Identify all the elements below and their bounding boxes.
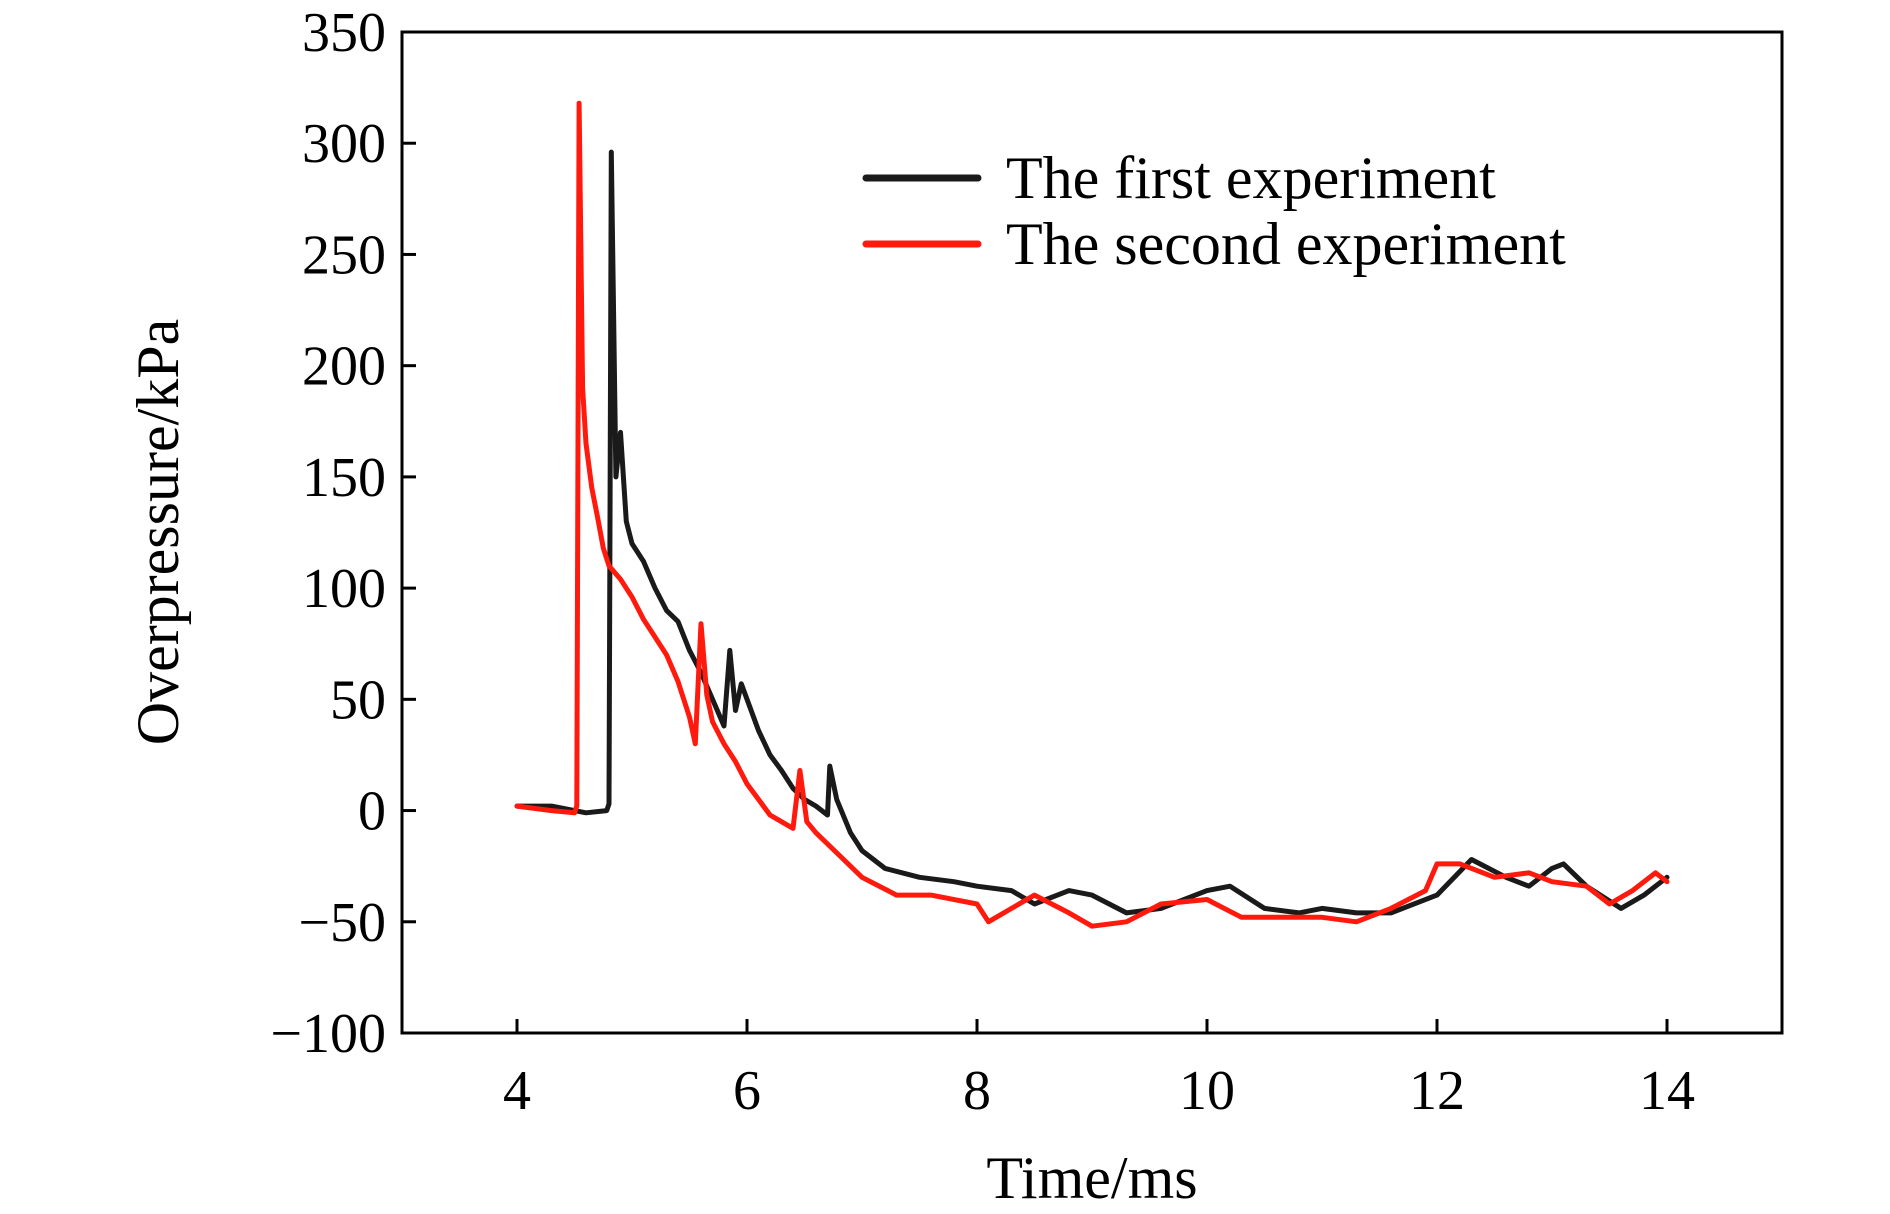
- x-axis-ticks: 4 6 8 10 12 14: [503, 1019, 1695, 1122]
- series-line-second-experiment: [514, 100, 1670, 929]
- y-axis-label: Overpressure/kPa: [125, 319, 191, 746]
- x-tick-label: 6: [733, 1060, 761, 1122]
- y-tick-label: −50: [298, 892, 386, 954]
- legend-label: The first experiment: [1006, 145, 1496, 211]
- y-tick-label: 150: [302, 447, 386, 509]
- y-tick-label: 0: [358, 781, 386, 843]
- data-series: [514, 100, 1670, 929]
- plot-frame: [400, 30, 1784, 1035]
- y-tick-label: 50: [330, 669, 386, 731]
- y-tick-label: 100: [302, 558, 386, 620]
- x-tick-label: 14: [1639, 1060, 1695, 1122]
- y-tick-label: −100: [270, 1003, 386, 1065]
- x-tick-label: 4: [503, 1060, 531, 1122]
- x-tick-label: 8: [963, 1060, 991, 1122]
- x-axis-label: Time/ms: [986, 1145, 1197, 1211]
- y-tick-label: 300: [302, 113, 386, 175]
- y-tick-label: 200: [302, 336, 386, 398]
- x-tick-label: 12: [1409, 1060, 1465, 1122]
- y-axis-ticks: −100 −50 0 50 100 150 200 250 300 350: [270, 2, 416, 1065]
- y-tick-label: 350: [302, 2, 386, 64]
- legend-label: The second experiment: [1006, 211, 1566, 277]
- x-tick-label: 10: [1179, 1060, 1235, 1122]
- series-line-first-experiment: [514, 149, 1670, 916]
- y-tick-label: 250: [302, 224, 386, 286]
